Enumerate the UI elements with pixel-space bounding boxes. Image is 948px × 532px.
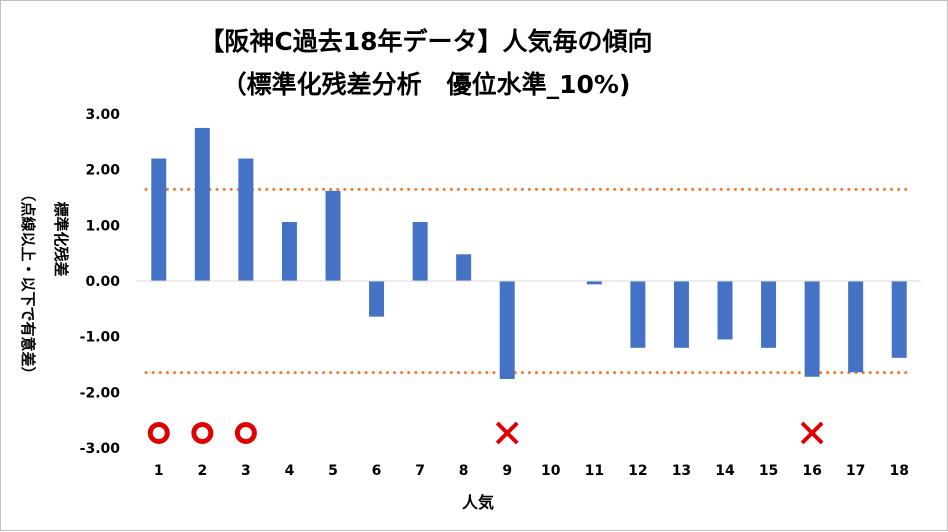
y-axis-ticks: 3.00 2.00 1.00 0.00 -1.00 -2.00 -3.00 (80, 107, 121, 457)
x-tick-label: 8 (459, 463, 469, 479)
x-axis-ticks: 1 2 3 4 5 6 7 8 9 10 11 12 13 14 15 16 17 18 (154, 463, 909, 479)
x-tick-label: 17 (846, 463, 865, 479)
circle-marker-hole-3 (239, 427, 252, 439)
bar-5 (325, 190, 341, 281)
bar-7 (412, 221, 428, 281)
y-tick-label: -1.00 (80, 330, 121, 346)
y-tick-label: -3.00 (80, 441, 121, 457)
x-tick-label: 5 (328, 463, 338, 479)
x-tick-label: 16 (802, 463, 821, 479)
y-axis-title: 標準化残差 (52, 201, 70, 276)
markers (147, 421, 824, 445)
bar-6 (369, 281, 385, 317)
bar-13 (673, 281, 689, 348)
threshold-lines (144, 187, 911, 375)
x-axis-title: 人気 (462, 493, 494, 512)
circle-marker-hole-1 (152, 427, 165, 439)
y-tick-label: -2.00 (80, 385, 121, 401)
bar-4 (281, 221, 297, 281)
x-tick-label: 4 (285, 463, 295, 479)
x-tick-label: 7 (415, 463, 425, 479)
bar-11 (586, 281, 602, 285)
bar-9 (499, 281, 515, 379)
x-tick-label: 14 (715, 463, 735, 479)
y-tick-label: 2.00 (85, 163, 120, 179)
bar-14 (717, 281, 733, 340)
x-tick-label: 18 (889, 463, 908, 479)
circle-marker-hole-2 (196, 427, 209, 439)
cross-stroke (800, 421, 824, 445)
y-tick-label: 0.00 (85, 274, 120, 290)
x-tick-label: 11 (585, 463, 604, 479)
x-tick-label: 12 (628, 463, 647, 479)
bar-3 (238, 158, 254, 281)
bar-12 (630, 281, 646, 348)
bar-8 (456, 254, 472, 281)
bars (151, 127, 907, 379)
y-tick-label: 3.00 (85, 107, 120, 123)
bar-17 (848, 281, 864, 373)
chart-subtitle: （標準化残差分析 優位水準_10%) (222, 70, 631, 99)
cross-marker-9 (495, 421, 519, 445)
x-tick-label: 15 (759, 463, 778, 479)
y-axis-note: （点線以上・以下で有意差） (19, 186, 37, 381)
x-tick-label: 13 (672, 463, 691, 479)
bar-2 (194, 127, 210, 282)
x-tick-label: 6 (372, 463, 382, 479)
bar-16 (804, 281, 820, 377)
bar-1 (151, 158, 167, 281)
y-tick-label: 1.00 (85, 218, 120, 234)
cross-marker-16 (800, 421, 824, 445)
x-tick-label: 1 (154, 463, 164, 479)
x-tick-label: 10 (541, 463, 561, 479)
bar-18 (891, 281, 907, 358)
bar-15 (761, 281, 777, 348)
chart-title: 【阪神C過去18年データ】人気毎の傾向 (199, 27, 652, 56)
x-tick-label: 3 (241, 463, 251, 479)
cross-stroke (495, 421, 519, 445)
x-tick-label: 2 (197, 463, 207, 479)
x-tick-label: 9 (502, 463, 512, 479)
